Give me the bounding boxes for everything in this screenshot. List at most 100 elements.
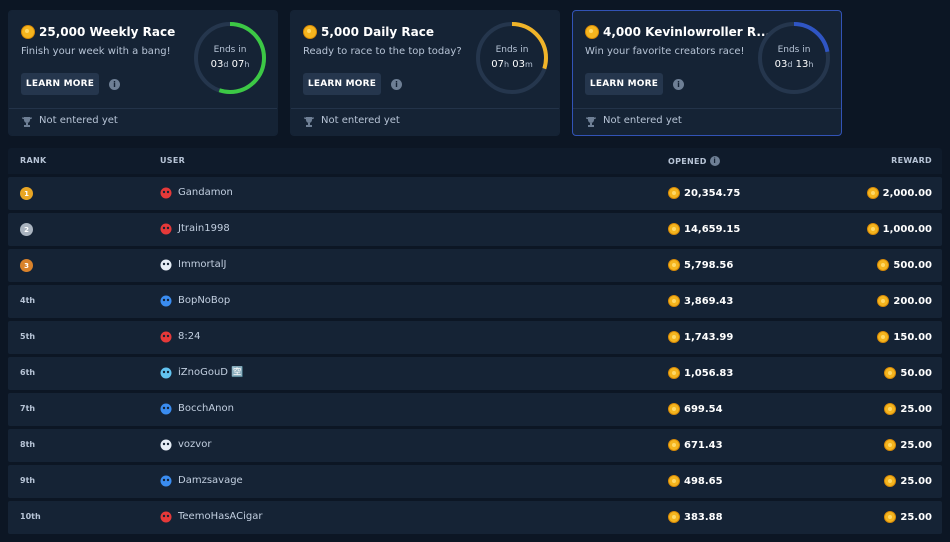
trophy-icon — [22, 117, 32, 127]
table-row[interactable]: 10th TeemoHasACigar 383.88 25.00 — [8, 501, 942, 534]
header-rank: RANK — [20, 156, 47, 165]
learn-more-button[interactable]: LEARN MORE — [21, 73, 99, 95]
learn-more-button[interactable]: LEARN MORE — [585, 73, 663, 95]
reward-amount: 1,000.00 — [866, 223, 932, 235]
rank-label: 9th — [20, 476, 36, 485]
username[interactable]: 8:24 — [178, 331, 201, 342]
username[interactable]: Gandamon — [178, 187, 233, 198]
ends-in-label: Ends in — [777, 45, 811, 55]
coin-icon — [884, 475, 897, 487]
coin-icon — [884, 439, 897, 451]
username[interactable]: BopNoBop — [178, 295, 231, 306]
coin-icon — [21, 25, 35, 39]
race-card-weekly[interactable]: 25,000 Weekly Race Finish your week with… — [8, 10, 278, 136]
opened-amount: 5,798.56 — [668, 259, 733, 271]
user-avatar-icon[interactable] — [160, 475, 172, 487]
username[interactable]: Damzsavage — [178, 475, 243, 486]
reward-amount: 500.00 — [877, 259, 932, 271]
leaderboard-table: RANK USER OPENED i REWARD 1 Gandamon 20,3… — [8, 148, 942, 534]
race-title: 25,000 Weekly Race — [21, 25, 175, 39]
countdown-value: 03d 13h — [774, 59, 814, 70]
username[interactable]: BocchAnon — [178, 403, 234, 414]
opened-amount: 383.88 — [668, 511, 723, 523]
entry-status: Not entered yet — [321, 115, 400, 126]
table-row[interactable]: 4th BopNoBop 3,869.43 200.00 — [8, 285, 942, 318]
table-row[interactable]: 3 ImmortalJ 5,798.56 500.00 — [8, 249, 942, 282]
user-avatar-icon[interactable] — [160, 403, 172, 415]
user-avatar-icon[interactable] — [160, 223, 172, 235]
race-title: 5,000 Daily Race — [303, 25, 434, 39]
countdown-ring: Ends in 03d 07h — [192, 20, 268, 96]
table-row[interactable]: 9th Damzsavage 498.65 25.00 — [8, 465, 942, 498]
table-row[interactable]: 8th vozvor 671.43 25.00 — [8, 429, 942, 462]
info-icon[interactable]: i — [391, 79, 402, 90]
username[interactable]: iZnoGouD 🈳 — [178, 367, 244, 378]
reward-amount: 50.00 — [884, 367, 932, 379]
reward-amount: 25.00 — [884, 403, 932, 415]
table-row[interactable]: 1 Gandamon 20,354.75 2,000.00 — [8, 177, 942, 210]
username[interactable]: ImmortalJ — [178, 259, 227, 270]
race-subtitle: Finish your week with a bang! — [21, 46, 171, 57]
info-icon[interactable]: i — [709, 156, 720, 166]
user-avatar-icon[interactable] — [160, 187, 172, 199]
rank-label: 7th — [20, 404, 36, 413]
trophy-icon — [586, 117, 596, 127]
trophy-icon — [304, 117, 314, 127]
table-row[interactable]: 5th 8:24 1,743.99 150.00 — [8, 321, 942, 354]
opened-amount: 3,869.43 — [668, 295, 733, 307]
opened-amount: 14,659.15 — [668, 223, 740, 235]
coin-icon — [668, 259, 680, 271]
username[interactable]: TeemoHasACigar — [178, 511, 263, 522]
race-card-creator[interactable]: 4,000 Kevinlowroller R... Win your favor… — [572, 10, 842, 136]
divider — [573, 108, 841, 109]
coin-icon — [884, 511, 897, 523]
rank-medal-icon: 1 — [20, 187, 33, 200]
user-avatar-icon[interactable] — [160, 259, 172, 271]
coin-icon — [668, 223, 680, 235]
opened-amount: 1,743.99 — [668, 331, 733, 343]
rank-label: 4th — [20, 296, 36, 305]
coin-icon — [668, 331, 680, 343]
reward-amount: 25.00 — [884, 511, 932, 523]
coin-icon — [668, 403, 680, 415]
rank-label: 10th — [20, 512, 41, 521]
table-row[interactable]: 7th BocchAnon 699.54 25.00 — [8, 393, 942, 426]
divider — [9, 108, 277, 109]
coin-icon — [884, 367, 897, 379]
header-user: USER — [160, 156, 186, 165]
header-reward: REWARD — [891, 156, 932, 165]
user-avatar-icon[interactable] — [160, 439, 172, 451]
ring-graphic — [194, 22, 266, 94]
username[interactable]: Jtrain1998 — [178, 223, 230, 234]
user-avatar-icon[interactable] — [160, 295, 172, 307]
countdown-value: 07h 03m — [491, 59, 533, 70]
username[interactable]: vozvor — [178, 439, 212, 450]
header-opened: OPENED i — [668, 156, 720, 166]
table-row[interactable]: 2 Jtrain1998 14,659.15 1,000.00 — [8, 213, 942, 246]
reward-amount: 2,000.00 — [866, 187, 932, 199]
user-avatar-icon[interactable] — [160, 367, 172, 379]
race-subtitle: Ready to race to the top today? — [303, 46, 462, 57]
coin-icon — [668, 187, 680, 199]
entry-status: Not entered yet — [603, 115, 682, 126]
coin-icon — [585, 25, 599, 39]
coin-icon — [303, 25, 317, 39]
coin-icon — [866, 223, 879, 235]
coin-icon — [668, 511, 680, 523]
opened-amount: 671.43 — [668, 439, 723, 451]
info-icon[interactable]: i — [109, 79, 120, 90]
opened-amount: 20,354.75 — [668, 187, 740, 199]
info-icon[interactable]: i — [673, 79, 684, 90]
opened-amount: 498.65 — [668, 475, 723, 487]
coin-icon — [668, 367, 680, 379]
countdown-ring: Ends in 03d 13h — [756, 20, 832, 96]
coin-icon — [877, 259, 890, 271]
race-cards: 25,000 Weekly Race Finish your week with… — [8, 10, 842, 136]
table-row[interactable]: 6th iZnoGouD 🈳 1,056.83 50.00 — [8, 357, 942, 390]
coin-icon — [668, 295, 680, 307]
learn-more-button[interactable]: LEARN MORE — [303, 73, 381, 95]
race-card-daily[interactable]: 5,000 Daily Race Ready to race to the to… — [290, 10, 560, 136]
user-avatar-icon[interactable] — [160, 511, 172, 523]
user-avatar-icon[interactable] — [160, 331, 172, 343]
reward-amount: 150.00 — [877, 331, 932, 343]
